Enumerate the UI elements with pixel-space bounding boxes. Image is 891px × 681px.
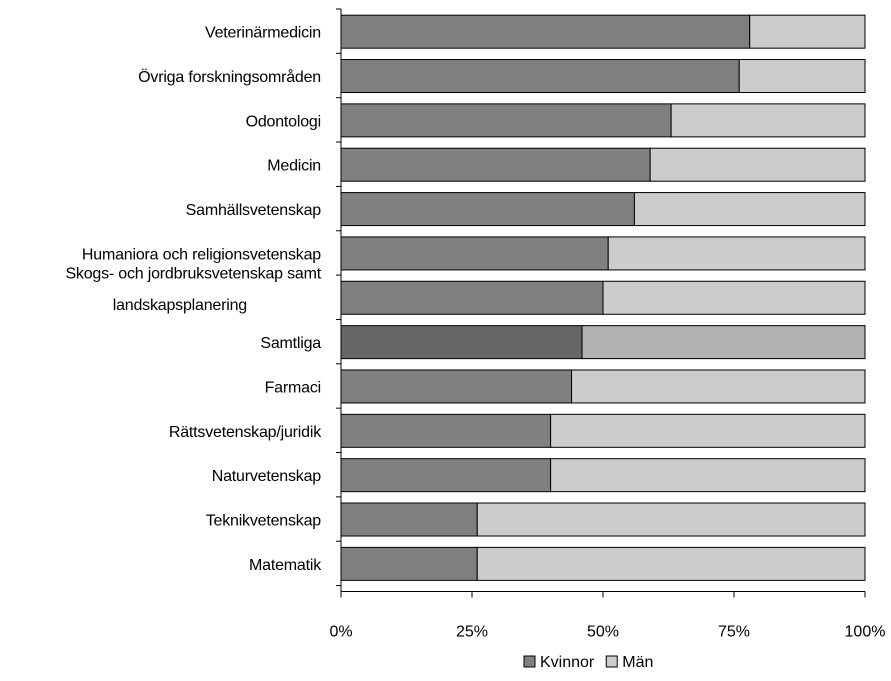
category-label-8: Farmaci bbox=[265, 379, 321, 396]
x-tick-labels: 0% 25% 50% 75% 100% bbox=[329, 624, 885, 641]
bar-man-0 bbox=[749, 14, 866, 49]
category-label-4: Samhällsvetenskap bbox=[186, 202, 322, 219]
category-label-12: Matematik bbox=[249, 557, 322, 574]
bar-kvinnor-10 bbox=[340, 458, 552, 493]
legend-label-man: Män bbox=[622, 654, 653, 671]
legend-swatch-kvinnor bbox=[523, 655, 536, 668]
bar-kvinnor-5 bbox=[340, 236, 609, 271]
bar-kvinnor-8 bbox=[340, 369, 573, 404]
category-label-6-line-1: landskapsplanering bbox=[113, 297, 247, 314]
x-tick-marks bbox=[336, 8, 866, 598]
legend-label-kvinnor: Kvinnor bbox=[540, 654, 595, 671]
bar-kvinnor-6 bbox=[340, 280, 604, 315]
bar-kvinnor-3 bbox=[340, 147, 651, 182]
x-tick-label-1: 25% bbox=[456, 624, 488, 641]
x-tick-label-3: 75% bbox=[718, 624, 750, 641]
bar-man-1 bbox=[738, 59, 866, 94]
legend: Kvinnor Män bbox=[523, 654, 653, 671]
category-label-5: Humaniora och religionsvetenskap bbox=[82, 246, 321, 263]
bar-kvinnor-0 bbox=[340, 14, 751, 49]
x-tick-label-0: 0% bbox=[329, 624, 352, 641]
bar-man-9 bbox=[550, 413, 866, 448]
bar-man-11 bbox=[476, 502, 866, 537]
category-label-0: Veterinärmedicin bbox=[205, 25, 321, 42]
bar-kvinnor-11 bbox=[340, 502, 478, 537]
x-tick-label-4: 100% bbox=[845, 624, 886, 641]
category-label-11: Teknikvetenskap bbox=[206, 513, 322, 530]
bar-man-5 bbox=[607, 236, 866, 271]
bar-kvinnor-12 bbox=[340, 546, 478, 581]
x-tick-label-2: 50% bbox=[587, 624, 619, 641]
bar-man-8 bbox=[571, 369, 866, 404]
bars-group bbox=[340, 14, 866, 581]
legend-swatch-man bbox=[605, 655, 618, 668]
category-label-1: Övriga forskningsområden bbox=[138, 68, 321, 86]
bar-man-12 bbox=[476, 546, 866, 581]
bar-man-4 bbox=[633, 192, 866, 227]
category-label-3: Medicin bbox=[267, 158, 321, 175]
bar-man-6 bbox=[602, 280, 866, 315]
category-label-10: Naturvetenskap bbox=[212, 468, 322, 485]
bar-kvinnor-7 bbox=[340, 325, 583, 360]
bar-man-7 bbox=[581, 325, 866, 360]
bar-kvinnor-1 bbox=[340, 59, 740, 94]
bar-kvinnor-2 bbox=[340, 103, 672, 138]
category-label-6-line-0: Skogs- och jordbruksvetenskap samt bbox=[65, 265, 321, 282]
category-labels: Veterinärmedicin Övriga forskningsområden… bbox=[65, 25, 322, 574]
bar-kvinnor-9 bbox=[340, 413, 552, 448]
category-label-2: Odontologi bbox=[246, 113, 321, 130]
bar-kvinnor-4 bbox=[340, 192, 635, 227]
category-label-9: Rättsvetenskap/juridik bbox=[169, 424, 322, 441]
category-label-7: Samtliga bbox=[260, 335, 321, 352]
bar-man-2 bbox=[670, 103, 866, 138]
bar-man-10 bbox=[550, 458, 866, 493]
bar-man-3 bbox=[649, 147, 866, 182]
